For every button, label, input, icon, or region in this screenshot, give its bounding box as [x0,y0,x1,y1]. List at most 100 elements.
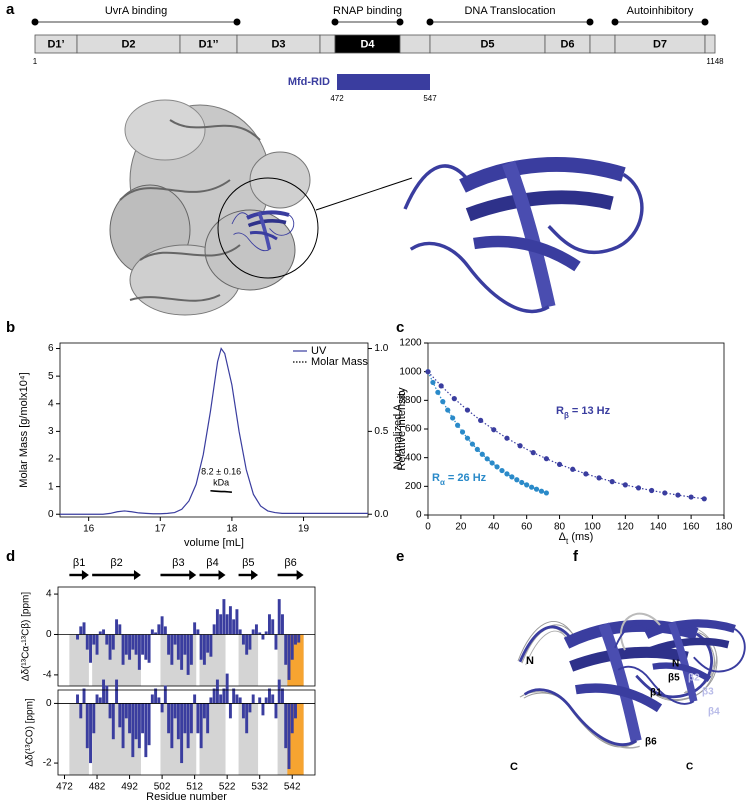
bar [209,634,213,657]
bar [199,634,203,660]
bar [105,685,109,704]
strand-arrowhead [81,570,89,580]
region-label: Autoinhibitory [627,5,694,17]
bar [196,703,200,734]
strand-arrowhead [251,570,259,580]
panel-label: a [6,1,15,18]
data-point [479,451,485,457]
bar [160,703,164,713]
bar [98,697,102,704]
region-end [331,18,339,26]
bar [206,703,210,734]
bar [108,634,112,660]
data-point [622,482,628,488]
series-label-part: = 26 Hz [445,472,487,484]
structure-label: N [672,659,679,670]
data-point [570,466,576,472]
bar [131,634,135,650]
bar [228,606,232,635]
annotation: kDa [213,477,229,487]
mfd-structure [109,99,413,316]
bar [176,703,180,740]
y-tick-label: 0 [416,510,422,521]
bar [121,703,125,749]
y-tick-label: 1000 [399,366,422,377]
x-tick-label: 512 [186,782,203,793]
series-label-part: R [556,405,564,417]
bar [150,629,154,635]
bar [173,634,177,645]
bar [281,614,284,635]
bar [115,619,119,635]
bar [281,688,284,704]
bar [154,688,158,704]
bar [274,703,278,719]
bar [232,688,236,704]
bar [160,616,164,635]
bar [85,703,89,749]
bar [134,703,138,740]
y-axis-label: Δδ(¹³Cα-¹³Cβ) [ppm] [21,592,32,682]
structure-label: β1 [650,688,662,699]
bar [95,694,99,704]
y-tick-label: 200 [405,481,422,492]
y-tick-label: 3 [48,426,54,437]
x-tick-label: 80 [554,522,566,533]
bar [245,634,249,655]
region-end [396,18,404,26]
bar [121,634,125,665]
bar [79,703,83,719]
bar [196,629,200,635]
series-label: Rβ = 13 Hz [556,405,611,420]
bar [173,703,177,719]
plot-frame [57,689,316,776]
x-tick-label: 18 [226,524,238,535]
structure-label: β4 [708,707,720,718]
data-point [543,456,550,462]
bar [183,634,187,655]
structure-label: β3 [702,687,714,698]
bar [245,703,249,734]
bar [144,634,148,660]
y-tick-label: 0 [46,629,52,640]
bar [202,634,206,665]
bar [157,624,161,635]
data-point [524,482,530,488]
strand-label: β2 [110,557,122,569]
bar [124,634,128,655]
domain-label: D1’’ [199,38,219,50]
y-tick-label: 600 [405,424,422,435]
y-tick-label: 400 [405,452,422,463]
data-point [543,490,550,496]
bar [271,694,275,704]
bar [186,634,190,675]
data-point [430,379,436,386]
x-tick-label: 502 [154,782,171,793]
x-tick-label: 20 [455,522,467,533]
data-point [469,441,475,447]
bar [219,694,223,704]
bar [98,631,102,635]
domain-label: D4 [360,38,375,50]
structure-label: C [510,761,518,773]
bar [238,697,242,704]
bar [183,703,187,734]
y-tick-label: 800 [405,395,422,406]
bar [134,634,138,655]
panel-label: d [6,548,15,565]
x-tick-label: 522 [219,782,236,793]
x-tick-label: 492 [121,782,138,793]
fit-line [427,371,705,500]
y-tick-label: 4 [48,398,54,409]
bar [284,703,288,749]
x-tick-label: 60 [521,522,533,533]
bar [157,697,161,704]
x-axis-label: Δt (ms) [559,531,594,546]
bar [274,634,278,650]
panel-label: b [6,319,15,336]
bar [248,634,252,650]
region-label: DNA Translocation [464,5,555,17]
bar [241,703,245,719]
x-axis-label-part: t [566,537,569,546]
